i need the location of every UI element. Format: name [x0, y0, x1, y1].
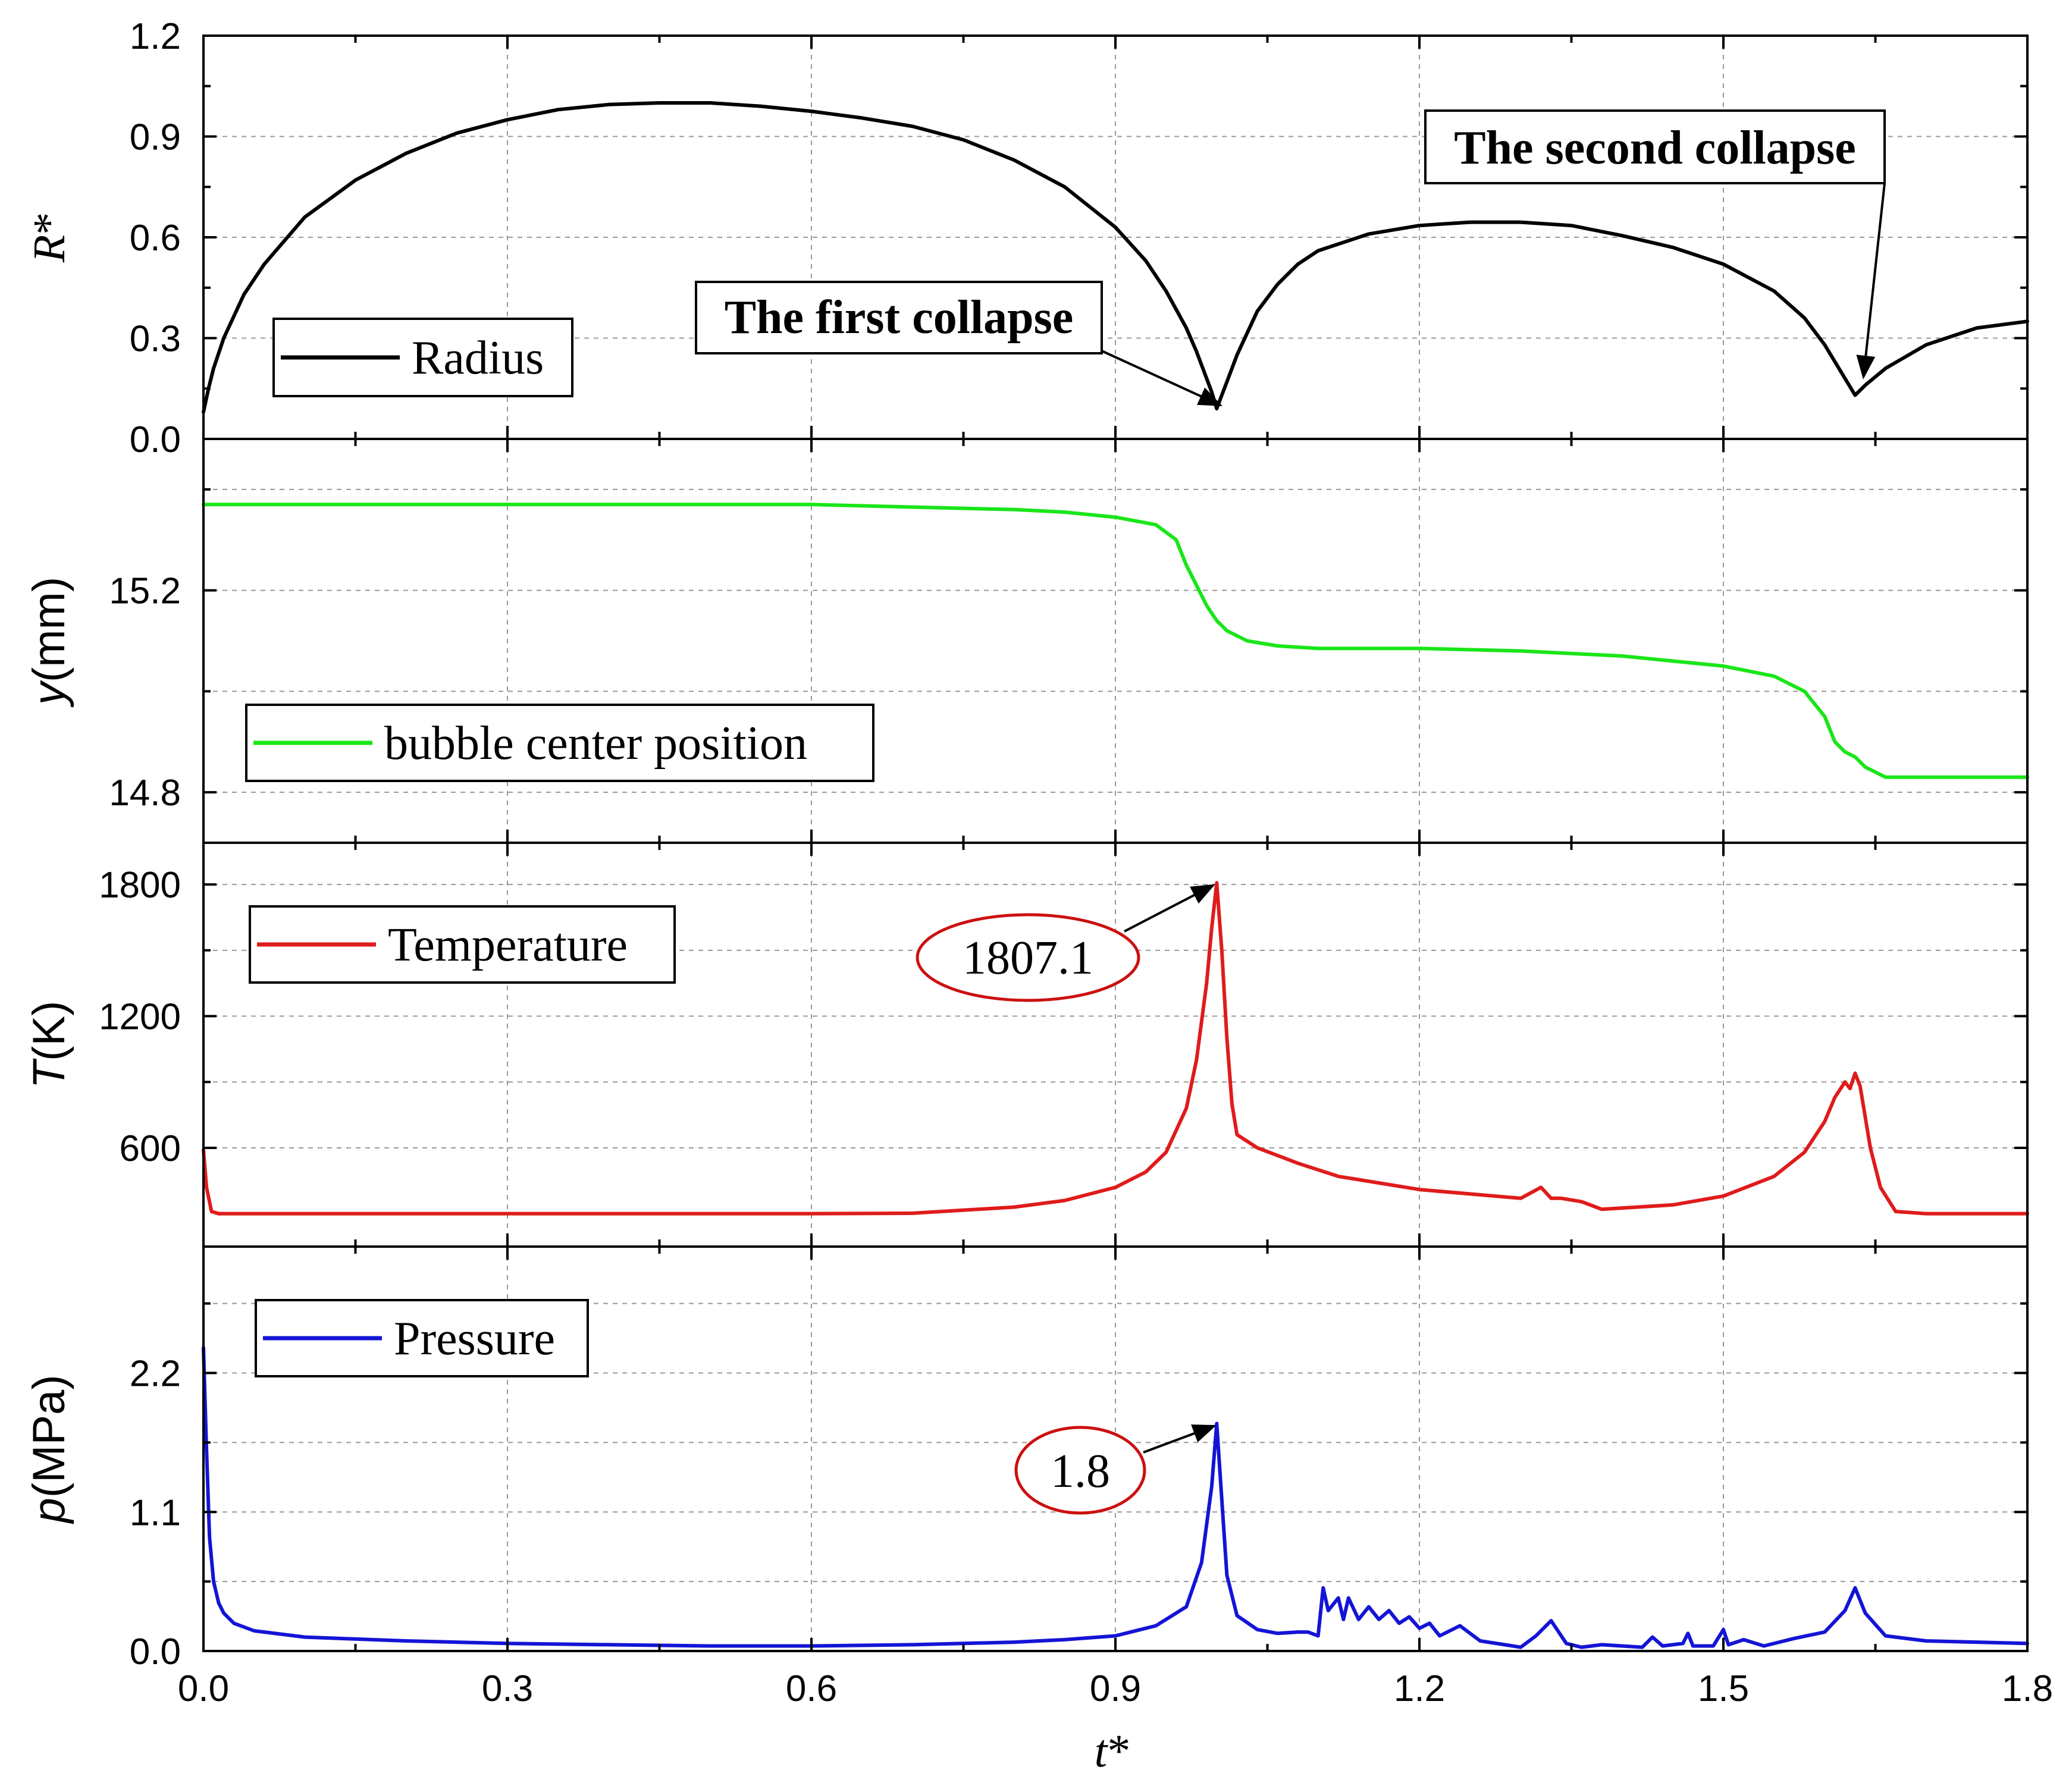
panel-pressure-y-axis-title: p(MPa)	[24, 1374, 74, 1524]
panel-pressure-y-axis-title-italic: p	[24, 1498, 74, 1524]
annotation-first-collapse-label: The first collapse	[725, 291, 1074, 344]
annotation-layer: The first collapse The second collapse 180…	[695, 109, 1886, 1515]
annotation-first-collapse-box	[695, 281, 1103, 354]
panel-pressure-y-axis-title-rest: (MPa)	[24, 1374, 74, 1498]
panel-radius-y-axis-title-italic: R	[24, 235, 74, 263]
x-axis-title: t*	[1095, 1725, 1131, 1777]
panel-radius-ytick-label: 0.3	[130, 319, 181, 360]
panel-position-ytick-label: 15.2	[109, 571, 181, 612]
panel-position-y-axis-title-rest: (mm)	[24, 577, 74, 682]
annotation-peak-pressure-arrow	[1143, 1424, 1217, 1454]
annotation-first-collapse-arrow	[1101, 350, 1222, 406]
panel-position-ytick-label: 14.8	[109, 773, 181, 814]
panel-position-series-line	[202, 503, 2029, 779]
panel-temperature-y-axis-title-italic: T	[24, 1058, 74, 1088]
x-tick-label: 1.8	[2002, 1668, 2053, 1709]
panel-radius-series-line	[202, 101, 2029, 414]
panel-position-y-axis-title: y(mm)	[24, 577, 74, 708]
panel-pressure-ytick-label: 2.2	[130, 1354, 181, 1395]
x-axis-title-rest: *	[1107, 1725, 1130, 1777]
panel-radius-ytick-label: 0.6	[130, 218, 181, 259]
panel-pressure-ytick-label: 1.1	[130, 1492, 181, 1533]
panel-radius-y-axis-title-rest: *	[24, 212, 74, 235]
panel-temperature-legend-label: Temperature	[388, 919, 628, 971]
x-tick-label: 1.2	[1394, 1668, 1445, 1709]
panel-temperature-ytick-label: 1200	[99, 997, 181, 1038]
x-tick-label: 0.3	[482, 1668, 533, 1709]
panel-radius-y-axis-title: R*	[24, 212, 74, 263]
annotation-second-collapse-arrow	[1856, 183, 1886, 379]
panel-radius-legend-label: Radius	[412, 332, 544, 384]
panel-radius-ytick-label: 0.0	[130, 419, 181, 460]
panel-pressure-ytick-label: 0.0	[130, 1631, 181, 1672]
x-tick-label: 0.9	[1090, 1668, 1141, 1709]
panel-temperature-ytick-label: 600	[120, 1128, 181, 1169]
panel-temperature-y-axis-title-rest: (K)	[24, 1001, 74, 1061]
x-tick-label: 0.6	[786, 1668, 837, 1709]
panel-temperature-y-axis-title: T(K)	[24, 1001, 74, 1089]
annotation-second-collapse-label: The second collapse	[1454, 122, 1856, 174]
annotation-peak-temperature-arrow	[1124, 884, 1215, 933]
series-layer	[202, 101, 2029, 1649]
panel-position-y-axis-title-italic: y	[24, 680, 74, 708]
annotation-peak-pressure-label: 1.8	[1051, 1445, 1110, 1498]
x-axis-title-italic: t	[1095, 1725, 1109, 1777]
panel-pressure-series-line	[202, 1346, 2029, 1649]
legend-layer: Radius bubble center position Temperature P…	[245, 318, 874, 1377]
panel-pressure-legend-label: Pressure	[394, 1313, 555, 1365]
panel-temperature-series-line	[202, 881, 2029, 1216]
panel-radius-legend-box	[272, 318, 573, 397]
annotation-peak-temperature-ellipse	[916, 913, 1140, 1002]
x-tick-label: 0.0	[178, 1668, 229, 1709]
annotation-second-collapse-box	[1424, 109, 1886, 184]
panel-temperature-ytick-label: 1800	[99, 865, 181, 906]
panel-radius-ytick-label: 0.9	[130, 117, 181, 158]
annotation-peak-pressure-ellipse	[1014, 1426, 1146, 1515]
x-tick-label: 1.5	[1698, 1668, 1749, 1709]
tick-layer: 0.0 0.3 0.6 0.9 1.2 R* 14.8 15.2 y(mm) 600 1200 180…	[24, 16, 2053, 1709]
annotation-peak-temperature-label: 1807.1	[963, 932, 1093, 984]
panel-position-legend-label: bubble center position	[384, 717, 807, 770]
panel-radius-ytick-label: 1.2	[130, 16, 181, 57]
